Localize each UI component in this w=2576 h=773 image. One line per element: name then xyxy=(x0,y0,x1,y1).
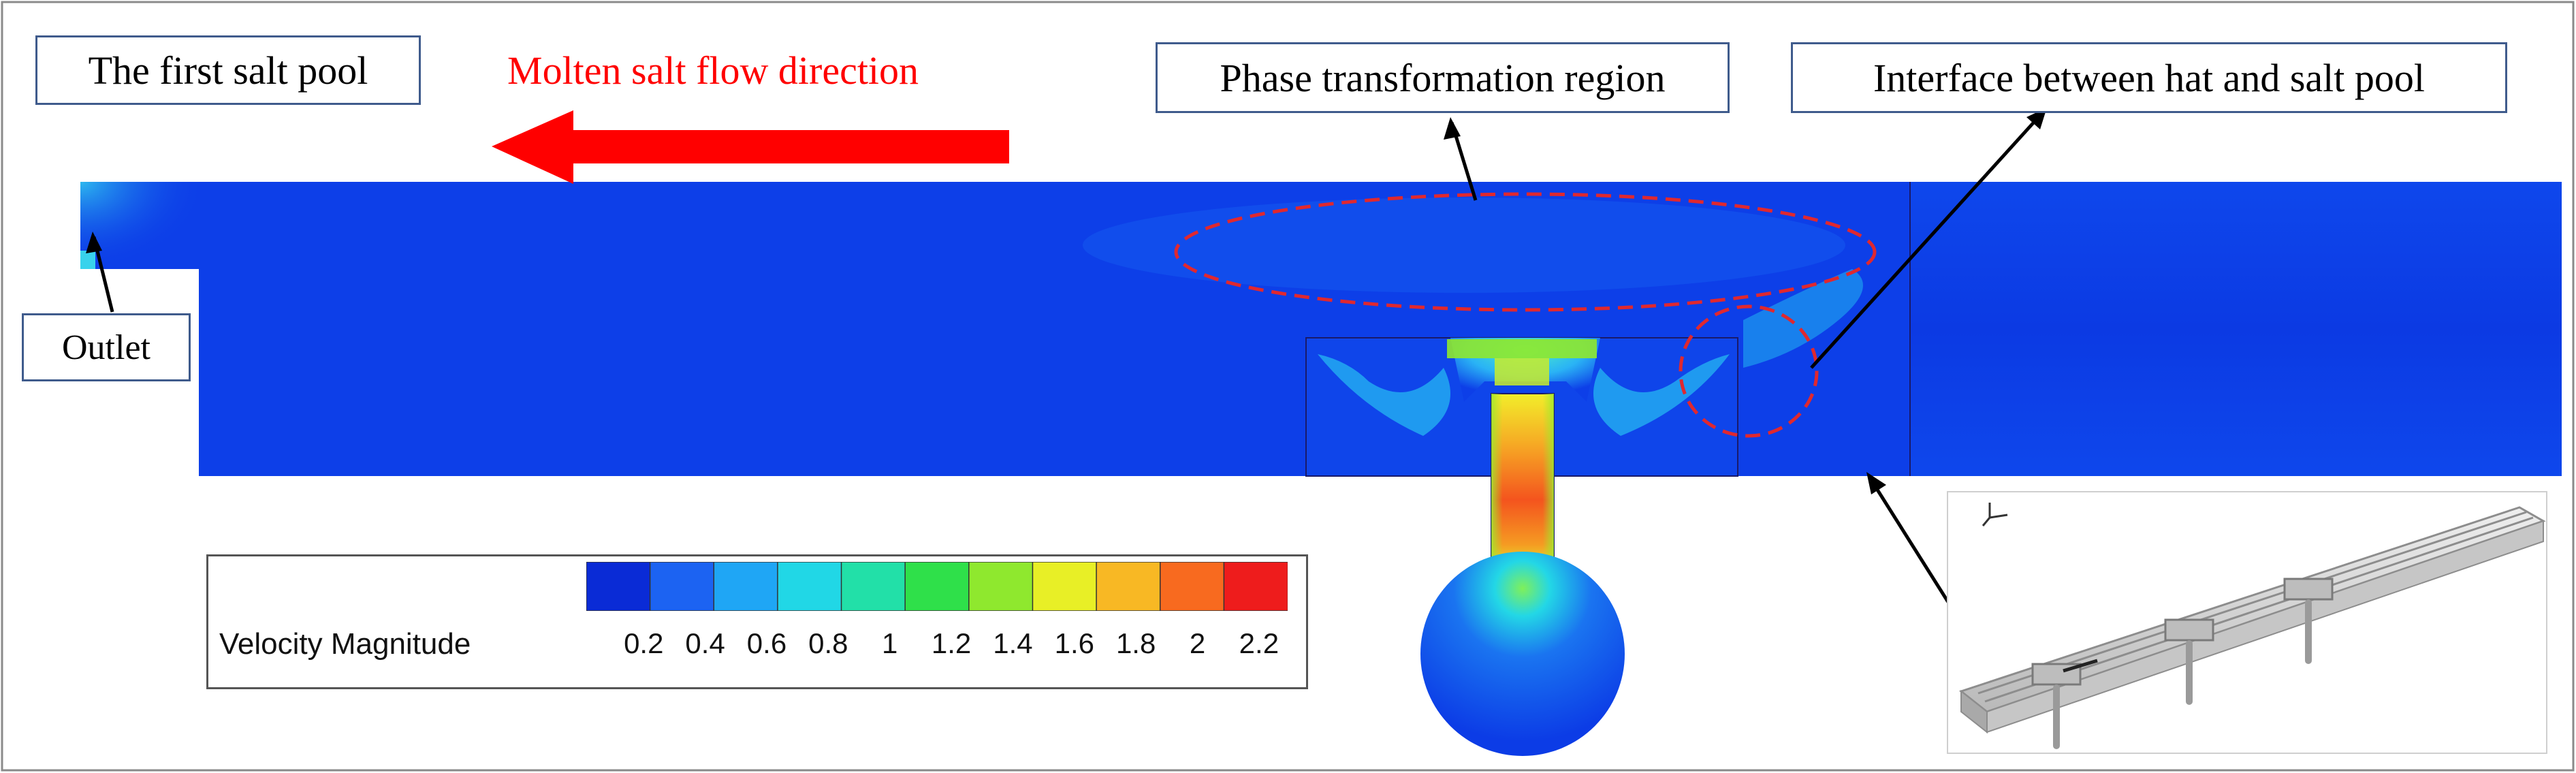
phase-region-ellipse xyxy=(1174,192,1877,312)
jet-neck xyxy=(1495,358,1549,385)
colorbar-tick-label: 1.4 xyxy=(993,627,1033,659)
colorbar-segment xyxy=(1032,562,1098,611)
colorbar-segment xyxy=(713,562,779,611)
model-inset xyxy=(1947,491,2547,754)
outlet-opening xyxy=(80,251,95,269)
interface-circle xyxy=(1679,304,1819,438)
colorbar-tick-label: 1 xyxy=(882,627,898,659)
vortex-left xyxy=(1318,354,1450,436)
colorbar-segment xyxy=(1223,562,1288,611)
legend-title: Velocity Magnitude xyxy=(219,627,471,661)
colorbar-segment xyxy=(904,562,970,611)
colorbar-segment xyxy=(1159,562,1225,611)
inlet-sphere xyxy=(1420,552,1625,756)
phase-region-text: Phase transformation region xyxy=(1220,55,1666,100)
outlet-label: Outlet xyxy=(22,313,191,381)
interface-pointer xyxy=(1810,111,2044,369)
outlet-text: Outlet xyxy=(62,328,150,367)
colorbar-segment xyxy=(649,562,715,611)
colorbar-segment xyxy=(840,562,906,611)
colorbar-segment xyxy=(777,562,842,611)
interface-text: Interface between hat and salt pool xyxy=(1873,55,2426,100)
vortex-right xyxy=(1593,354,1730,436)
downstream-pool-region xyxy=(1910,182,2562,476)
colorbar-segment xyxy=(968,562,1034,611)
phase-pointer-head xyxy=(1444,117,1461,140)
model-pipes xyxy=(2053,599,2312,749)
colorbar-tick-label: 1.2 xyxy=(931,627,972,659)
colorbar-tick-label: 2 xyxy=(1189,627,1206,659)
phase-region-flow xyxy=(1083,198,1845,293)
colorbar-tick-label: 0.4 xyxy=(685,627,725,659)
plume-flow xyxy=(1743,269,1863,368)
colorbar-tick-label: 0.6 xyxy=(746,627,787,659)
pointer-heads xyxy=(86,108,2047,494)
colorbar-segment xyxy=(586,562,651,611)
colorbar xyxy=(586,562,1288,611)
first-salt-pool-text: The first salt pool xyxy=(88,48,368,93)
model-pointer-head xyxy=(1866,472,1886,494)
inlet-pipe-shade xyxy=(1491,394,1554,571)
colorbar-tick-label: 1.6 xyxy=(1054,627,1094,659)
colorbar-tick-label: 1.8 xyxy=(1115,627,1156,659)
first-salt-pool-label: The first salt pool xyxy=(35,35,421,105)
colorbar-segment xyxy=(1096,562,1161,611)
flow-direction-arrow xyxy=(492,110,1009,184)
colorbar-tick-label: 0.8 xyxy=(808,627,848,659)
colorbar-tick-label: 2.2 xyxy=(1239,627,1279,659)
outlet-corner-gradient xyxy=(80,182,204,269)
colorbar-tick-label: 0.2 xyxy=(624,627,664,659)
jet-top xyxy=(1447,339,1597,358)
phase-region-label: Phase transformation region xyxy=(1156,42,1730,113)
interface-label: Interface between hat and salt pool xyxy=(1791,42,2507,113)
outlet-pointer-head xyxy=(86,232,102,253)
interface-pointer-head xyxy=(2026,108,2047,129)
velocity-legend: Velocity Magnitude 0.2 0.4 0.6 0.8 1 1.2 1.4 1.… xyxy=(206,554,1308,689)
flow-direction-label: Molten salt flow direction xyxy=(507,48,919,93)
